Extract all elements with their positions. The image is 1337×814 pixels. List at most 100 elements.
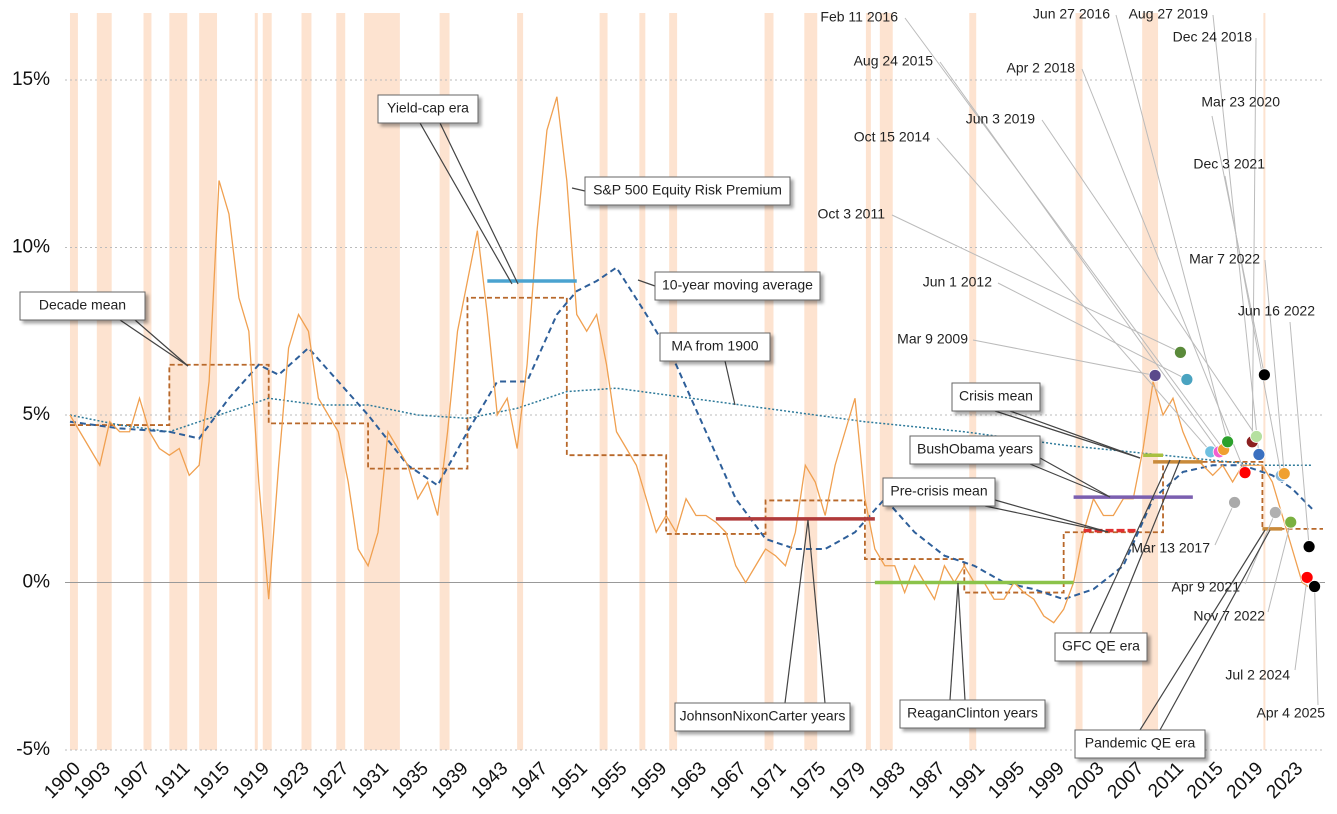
event-leader [1115,14,1229,442]
recession-band [199,13,218,750]
callout-leader [807,519,826,704]
callout-leader [724,360,736,406]
callout-leader [1039,457,1111,498]
callout-label: Yield-cap era [387,100,469,116]
callout-leader [439,122,519,285]
event-dot [1302,540,1316,554]
callout-leader [1009,410,1141,459]
x-tick-label: 1963 [666,758,711,803]
callout-box [1054,632,1148,662]
series-line [69,266,1313,601]
recession-band [865,13,871,750]
recession-band [262,13,272,750]
recession-band [764,13,774,750]
x-tick-label: 1951 [547,758,592,803]
callout-label: BushObama years [917,441,1033,457]
event-dot [1257,368,1271,382]
x-tick-label: 1991 [945,758,990,803]
callout-leader [994,499,1109,533]
x-tick-label: 1931 [348,758,393,803]
recession-band [336,13,346,750]
x-tick-label: 1971 [746,758,791,803]
x-tick-label: 1967 [706,758,751,803]
callout-leader [957,582,966,701]
event-leader [891,214,1181,353]
callout-box [909,435,1041,465]
x-tick-label: 2007 [1104,758,1149,803]
callout-label: MA from 1900 [671,338,758,354]
event-leader [939,61,1220,453]
x-tick-label: 1943 [468,758,513,803]
event-dot [1180,373,1194,386]
callout-leader [1089,459,1171,634]
event-leader [1251,37,1257,442]
event-label: Nov 7 2022 [1193,608,1265,624]
event-label: Apr 4 2025 [1257,705,1326,721]
x-tick-label: 1935 [388,758,433,803]
callout-leader [1159,529,1271,731]
callout-label: GFC QE era [1062,638,1140,654]
y-tick-label: 10% [12,237,50,258]
event-label: Mar 13 2017 [1131,540,1210,556]
x-tick-label: 1959 [627,758,672,803]
recession-band [669,13,678,750]
y-tick-label: -5% [16,739,50,760]
recession-band [143,13,152,750]
recession-band [69,13,78,750]
event-label: Oct 3 2011 [818,206,886,222]
recession-band [969,13,977,750]
x-tick-label: 1995 [984,758,1029,803]
event-label: Oct 15 2014 [854,129,930,145]
callout-leader [949,582,959,701]
event-leader [936,137,1212,453]
event-label: Aug 27 2019 [1129,6,1209,22]
series-line [69,387,1313,466]
x-tick-label: 1955 [587,758,632,803]
callout-box [377,94,479,124]
recession-band [1075,13,1083,750]
event-leader [972,339,1156,376]
recession-band [1263,13,1266,750]
callout-box [899,699,1046,729]
series-line [69,96,1313,624]
event-label: Jun 27 2016 [1033,6,1110,22]
event-label: Mar 7 2022 [1189,251,1260,267]
callout-box [584,176,791,206]
event-label: Apr 2 2018 [1007,60,1076,76]
recession-band [364,13,400,750]
y-tick-label: 0% [23,572,51,593]
event-leader [1224,175,1282,476]
callout-label: ReaganClinton years [907,705,1038,721]
event-label: Apr 9 2021 [1172,579,1241,595]
event-label: Jun 1 2012 [923,274,992,290]
x-tick-label: 1911 [151,758,195,802]
x-tick-label: 1975 [786,758,831,803]
callout-leader [134,319,189,367]
callout-box [19,291,146,321]
callout-label: Pre-crisis mean [890,483,987,499]
event-label: Jul 2 2024 [1225,667,1290,683]
event-dot [1221,435,1235,449]
series-line [69,296,1323,594]
event-leader [1081,68,1246,473]
callout-label: JohnsonNixonCarter years [680,708,846,724]
x-tick-label: 1979 [825,758,870,803]
recession-band [639,13,646,750]
event-leader [1264,259,1285,474]
event-label: Mar 9 2009 [897,331,968,347]
event-label: Mar 23 2020 [1201,94,1280,110]
callout-label: Crisis mean [959,388,1033,404]
callout-leader [571,187,586,192]
recession-band [439,13,450,750]
recession-band [301,13,312,750]
x-tick-label: 1983 [865,758,910,803]
callout-leader [1139,529,1266,731]
callout-leader [119,319,189,367]
event-leader [1314,586,1319,706]
event-dot [1250,430,1263,443]
event-leader [1289,321,1310,547]
x-tick-label: 1947 [507,758,552,803]
event-label: Dec 24 2018 [1173,29,1253,45]
event-dot [1308,580,1321,593]
